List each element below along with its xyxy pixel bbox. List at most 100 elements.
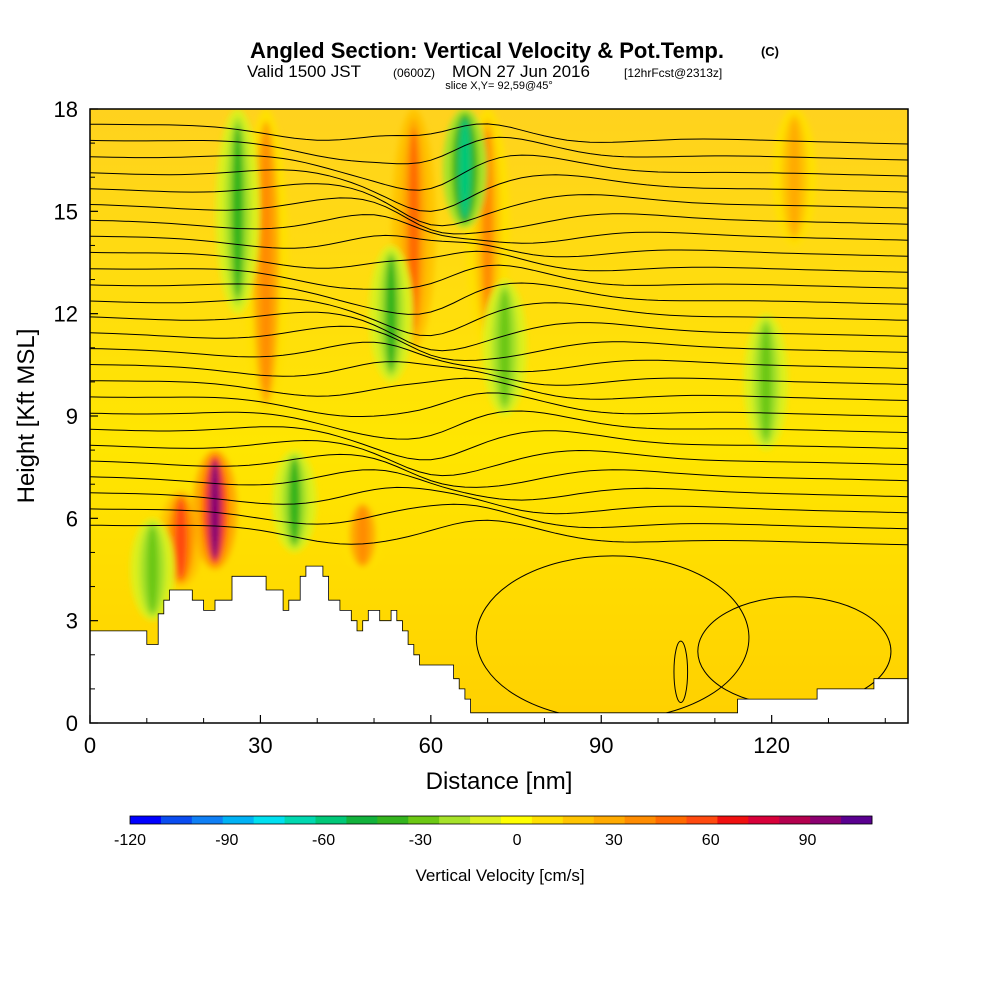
colorbar-tick-label-7: 90: [799, 832, 817, 849]
colorbar-swatch-2: [191, 816, 224, 824]
x-tick-label-1: 30: [248, 733, 272, 758]
colorbar-swatch-4: [253, 816, 285, 824]
isentrope-20: [90, 197, 908, 235]
colorbar-swatch-18: [686, 816, 718, 824]
colorbar-swatch-12: [501, 816, 533, 824]
isentrope-10: [90, 361, 908, 386]
colorbar-swatch-0: [130, 816, 162, 824]
colorbar-swatch-22: [810, 816, 842, 824]
colorbar-swatch-3: [222, 816, 255, 824]
isentrope-4: [90, 453, 908, 488]
colorbar-swatch-20: [748, 816, 780, 824]
subtitle-valid: Valid 1500 JST: [247, 62, 361, 81]
downdraft-5-layer-2: [498, 290, 511, 406]
colorbar-swatch-16: [624, 816, 656, 824]
isentrope-12: [90, 325, 908, 362]
colorbar-tick-label-1: -90: [215, 832, 238, 849]
colorbar-tick-label-3: -30: [409, 832, 432, 849]
isentrope-16: [90, 264, 908, 290]
colorbar-swatch-13: [531, 816, 564, 824]
colorbar-swatch-1: [160, 816, 193, 824]
updraft-6-layer-2: [788, 119, 801, 235]
isentrope-23: [90, 154, 908, 191]
chart-title-unit: (C): [761, 44, 779, 59]
x-axis-label: Distance [nm]: [426, 768, 573, 795]
updraft-4-layer-2: [407, 128, 420, 329]
colorbar-swatch-21: [779, 816, 811, 824]
isentrope-19: [90, 214, 908, 244]
isentrope-14: [90, 297, 908, 337]
terrain: [90, 565, 908, 723]
colorbar-swatch-23: [841, 816, 873, 824]
isentrope-7: [90, 410, 908, 440]
isentrope-8: [90, 392, 908, 417]
downdraft-4-layer-2: [458, 118, 471, 219]
axes: 0 30 60 90 120 0 3 6 9 12 15 18: [54, 97, 886, 758]
colorbar-swatch-8: [377, 816, 409, 824]
downdraft-3-layer-2: [385, 256, 398, 371]
colorbar-label: Vertical Velocity [cm/s]: [415, 866, 584, 885]
y-tick-label-6: 18: [54, 97, 78, 122]
colorbar-swatch-14: [562, 816, 595, 824]
x-tick-label-3: 90: [589, 733, 613, 758]
chart-title: Angled Section: Vertical Velocity & Pot.…: [250, 38, 724, 63]
colorbar-tick-label-2: -60: [312, 832, 335, 849]
subtitle-forecast: [12hrFcst@2313z]: [624, 66, 722, 80]
colorbar-swatch-9: [408, 816, 440, 824]
colorbar-swatch-10: [439, 816, 471, 824]
y-tick-label-3: 9: [66, 404, 78, 429]
isentrope-2: [90, 486, 908, 515]
colorbar-swatch-11: [470, 816, 502, 824]
isentrope-25: [90, 123, 908, 145]
isentrope-11: [90, 341, 908, 373]
downdraft-2-layer-2: [288, 458, 301, 545]
isentrope-17: [90, 250, 908, 273]
downdraft-0-layer-2: [146, 526, 159, 613]
updraft-3-layer-2: [356, 506, 369, 565]
isentrope-22: [90, 169, 908, 212]
subtitle-date: MON 27 Jun 2016: [452, 62, 590, 81]
subtitle-utc: (0600Z): [393, 66, 435, 80]
potential-temperature-contours: [90, 123, 908, 721]
colorbar-frame: [129, 815, 873, 825]
isentrope-24: [90, 136, 908, 165]
colorbar-tick-label-0: -120: [114, 832, 146, 849]
updraft-0-layer-2: [174, 498, 187, 579]
plot-area: [90, 109, 908, 723]
colorbar-tick-label-4: 0: [513, 832, 522, 849]
isentrope-1: [90, 503, 908, 530]
colorbar-tick-label-5: 30: [605, 832, 623, 849]
downdraft-1-layer-2: [231, 125, 244, 298]
x-tick-label-2: 60: [419, 733, 443, 758]
isentrope-13: [90, 311, 908, 352]
isentrope-18: [90, 234, 908, 258]
y-tick-label-4: 12: [54, 302, 78, 327]
colorbar-swatch-7: [346, 816, 378, 824]
isentrope-0: [90, 519, 908, 546]
colorbar-swatch-6: [315, 816, 347, 824]
colorbar-swatch-5: [284, 816, 316, 824]
isentrope-9: [90, 377, 908, 401]
low-level-contour-2: [673, 640, 689, 704]
updraft-1-layer-2: [208, 459, 221, 560]
colorbar-tick-label-6: 60: [702, 832, 720, 849]
y-tick-label-1: 3: [66, 609, 78, 634]
x-tick-label-4: 120: [753, 733, 790, 758]
x-tick-label-0: 0: [84, 733, 96, 758]
colorbar: -120 -90 -60 -30 0 30 60 90: [114, 815, 873, 849]
isentrope-6: [90, 426, 908, 461]
colorbar-swatch-17: [655, 816, 687, 824]
y-tick-label-2: 6: [66, 506, 78, 531]
isentrope-5: [90, 439, 908, 477]
colorbar-swatch-19: [717, 816, 749, 824]
y-tick-label-0: 0: [66, 711, 78, 736]
y-axis-label: Height [Kft MSL]: [13, 329, 40, 504]
slice-label: slice X,Y= 92,59@45°: [445, 80, 553, 92]
downdraft-6-layer-2: [759, 324, 772, 440]
isentrope-21: [90, 183, 908, 227]
y-tick-label-5: 15: [54, 199, 78, 224]
isentrope-3: [90, 469, 908, 501]
isentrope-15: [90, 282, 908, 315]
colorbar-swatch-15: [593, 816, 626, 824]
